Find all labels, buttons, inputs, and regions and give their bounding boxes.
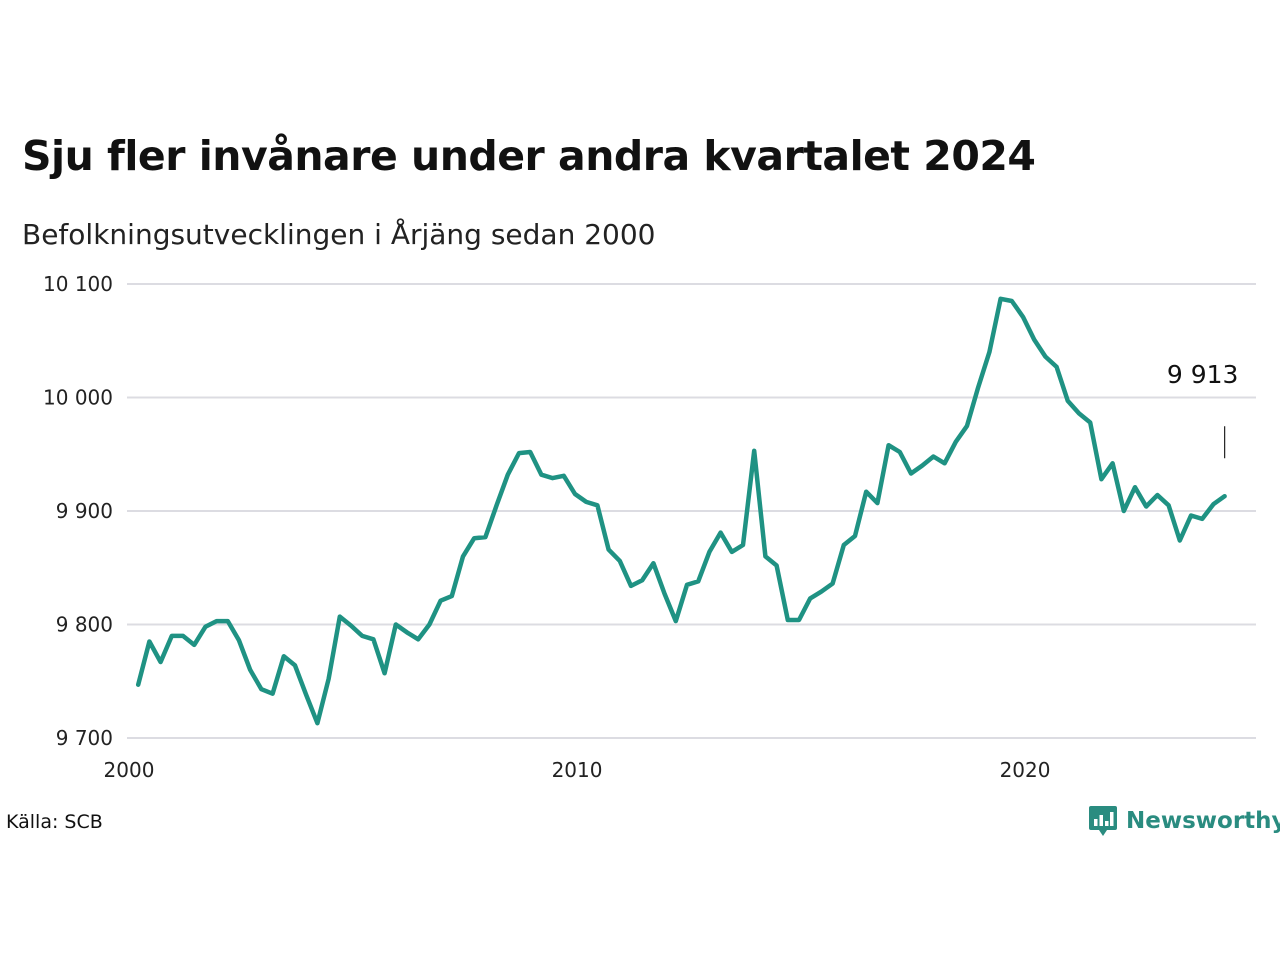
y-tick-label: 10 000: [43, 386, 113, 410]
y-tick-label: 9 900: [56, 499, 113, 523]
y-tick-label: 9 800: [56, 613, 113, 637]
bar-chart-speech-bubble-icon: [1089, 806, 1117, 836]
y-tick-label: 9 700: [56, 726, 113, 750]
brand-logo: Newsworthy: [1088, 804, 1280, 838]
chart-subtitle: Befolkningsutvecklingen i Årjäng sedan 2…: [22, 218, 656, 251]
population-line: [135, 296, 1227, 726]
source-note: Källa: SCB: [6, 811, 103, 833]
chart-title: Sju fler invånare under andra kvartalet …: [22, 132, 1036, 180]
x-axis-labels: 2000 2010 2020: [104, 758, 1051, 782]
y-axis-labels: 9 700 9 800 9 900 10 000 10 100: [43, 272, 113, 750]
brand-name: Newsworthy: [1126, 808, 1280, 834]
y-tick-label: 10 100: [43, 272, 113, 296]
x-tick-label: 2010: [552, 758, 603, 782]
x-tick-label: 2000: [104, 758, 155, 782]
end-value-label: 9 913: [1167, 360, 1239, 389]
x-tick-label: 2020: [1000, 758, 1051, 782]
